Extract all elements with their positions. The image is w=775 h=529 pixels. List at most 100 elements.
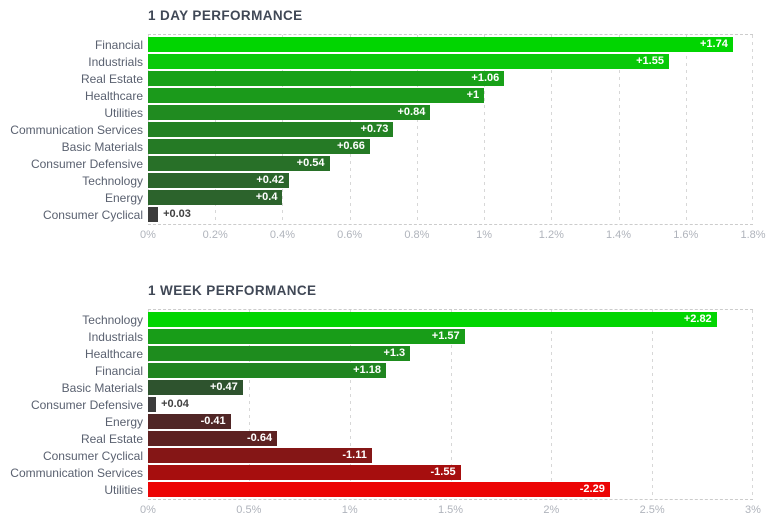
category-labels-column: Financial Industrials Real Estate Healthcar… [0, 34, 148, 243]
x-axis-tick-label: 2.5% [639, 504, 665, 516]
bar-value-label: +0.66 [336, 140, 365, 152]
x-axis-tick-label: 1.5% [437, 504, 464, 516]
bar-row: +1.3 [148, 346, 753, 363]
bar-value-label: +1.18 [353, 364, 381, 376]
gridline [618, 35, 620, 224]
bar-row: +0.47 [148, 380, 753, 397]
bar-value-label: +1.74 [699, 38, 728, 50]
bar-communication-services: -1.55 [148, 465, 461, 480]
x-axis-tick-label: 1.6% [673, 229, 699, 241]
bar-healthcare: +1 [148, 88, 485, 103]
bar-financial: +1.74 [148, 37, 733, 52]
bar-row: +1.06 [148, 71, 753, 88]
bar-industrials: +1.57 [148, 329, 465, 344]
bar-row: +0.42 [148, 173, 753, 190]
x-axis-tick-label: 0.5% [236, 504, 262, 516]
bar-row: +1.18 [148, 363, 753, 380]
bar-row: -1.55 [148, 465, 753, 482]
bar-row: +0.73 [148, 122, 753, 139]
bar-value-label: -0.41 [200, 415, 226, 427]
bar-value-label: +1 [466, 89, 480, 101]
category-label-healthcare: Healthcare [84, 89, 143, 103]
category-label-utilities: Utilities [104, 483, 143, 497]
bar-value-label: +0.03 [163, 208, 191, 220]
bar-row: +0.03 [148, 207, 753, 224]
bar-row: -0.64 [148, 431, 753, 448]
x-axis-tick-label: 2% [543, 504, 560, 516]
bar-value-label: +1.55 [636, 55, 664, 67]
category-label-technology: Technology [82, 313, 143, 327]
category-label-financial: Financial [94, 38, 143, 52]
bar-basic-materials: +0.47 [148, 380, 243, 395]
x-axis-tick-label: 1% [476, 229, 493, 241]
bar-technology: +0.42 [148, 173, 290, 188]
x-axis-tick-label: 0.8% [404, 229, 430, 241]
bar-value-label: +0.54 [296, 157, 325, 169]
x-axis-tick-label: 0.2% [202, 229, 228, 241]
gridline [551, 35, 553, 224]
category-label-consumer-cyclical: Consumer Cyclical [42, 449, 143, 463]
chart-title: 1 DAY PERFORMANCE [148, 8, 303, 23]
one-day-performance-chart: 1 DAY PERFORMANCE Financial Industrials Re… [0, 0, 775, 243]
bars-layer: +1.74 +1.55 +1.06 +1 +0.84 +0.73 +0.66 +0.54 +0.… [148, 35, 753, 224]
gridline [484, 35, 486, 224]
gridline [450, 310, 452, 499]
chart-body: Financial Industrials Real Estate Healthcar… [0, 34, 766, 243]
bar-row: +2.82 [148, 312, 753, 329]
gridline [248, 310, 250, 499]
gridline [685, 35, 687, 224]
category-label-energy: Energy [104, 415, 143, 429]
bar-industrials: +1.55 [148, 54, 669, 69]
bar-energy: -0.41 [148, 414, 231, 429]
bar-utilities: +0.84 [148, 105, 431, 120]
bar-row: +1.74 [148, 37, 753, 54]
bar-value-label: -1.55 [430, 466, 456, 478]
category-label-technology: Technology [82, 174, 143, 188]
category-label-consumer-defensive: Consumer Defensive [30, 398, 143, 412]
bar-value-label: -1.11 [342, 449, 367, 461]
chart-body: Technology Industrials Healthcare Financial… [0, 309, 761, 518]
category-label-healthcare: Healthcare [84, 347, 143, 361]
category-label-communication-services: Communication Services [10, 466, 143, 480]
bar-financial: +1.18 [148, 363, 386, 378]
bar-communication-services: +0.73 [148, 122, 394, 137]
x-axis: 0% 0.5% 1% 1.5% 2% 2.5% 3% [140, 500, 761, 518]
category-label-industrials: Industrials [88, 55, 143, 69]
bar-value-label: -2.29 [579, 483, 605, 495]
category-label-consumer-defensive: Consumer Defensive [30, 157, 143, 171]
bar-value-label: +0.73 [360, 123, 389, 135]
x-axis-tick-label: 1.8% [740, 229, 766, 241]
bar-technology: +2.82 [148, 312, 717, 327]
bar-row: +0.66 [148, 139, 753, 156]
gridline [551, 310, 553, 499]
bar-energy: +0.4 [148, 190, 283, 205]
bar-value-label: +1.06 [471, 72, 500, 84]
category-labels-column: Technology Industrials Healthcare Financial… [0, 309, 148, 518]
x-axis: 0% 0.2% 0.4% 0.6% 0.8% 1% 1.2% 1.4% 1.6% 1.8% [140, 225, 765, 243]
plot-area: +1.74 +1.55 +1.06 +1 +0.84 +0.73 +0.66 +0.54 +0.… [148, 34, 753, 225]
category-label-utilities: Utilities [104, 106, 143, 120]
x-axis-tick-label: 0.4% [269, 229, 295, 241]
gridline [416, 35, 418, 224]
bar-utilities: -2.29 [148, 482, 610, 497]
bar-consumer-defensive: +0.04 [148, 397, 189, 412]
category-label-consumer-cyclical: Consumer Cyclical [42, 208, 143, 222]
category-label-industrials: Industrials [88, 330, 143, 344]
bar-row: +0.54 [148, 156, 753, 173]
bar-row: -2.29 [148, 482, 753, 499]
bar-value-label: +0.04 [161, 398, 189, 410]
bar-value-label: +1.3 [383, 347, 406, 359]
bar-real-estate: +1.06 [148, 71, 505, 86]
x-axis-tick-label: 1% [341, 504, 358, 516]
bar-row: +0.04 [148, 397, 753, 414]
gridline [752, 35, 753, 224]
one-week-performance-chart: 1 WEEK PERFORMANCE Technology Industrials… [0, 283, 775, 518]
bar-row: +0.4 [148, 190, 753, 207]
bar-row: -1.11 [148, 448, 753, 465]
bar-value-label: +0.4 [255, 191, 278, 203]
x-axis-tick-label: 0% [140, 504, 156, 516]
plot-column: +1.74 +1.55 +1.06 +1 +0.84 +0.73 +0.66 +0.54 +0.… [140, 34, 766, 243]
bar-value-label: +1.57 [431, 330, 460, 342]
bar-row: +0.84 [148, 105, 753, 122]
